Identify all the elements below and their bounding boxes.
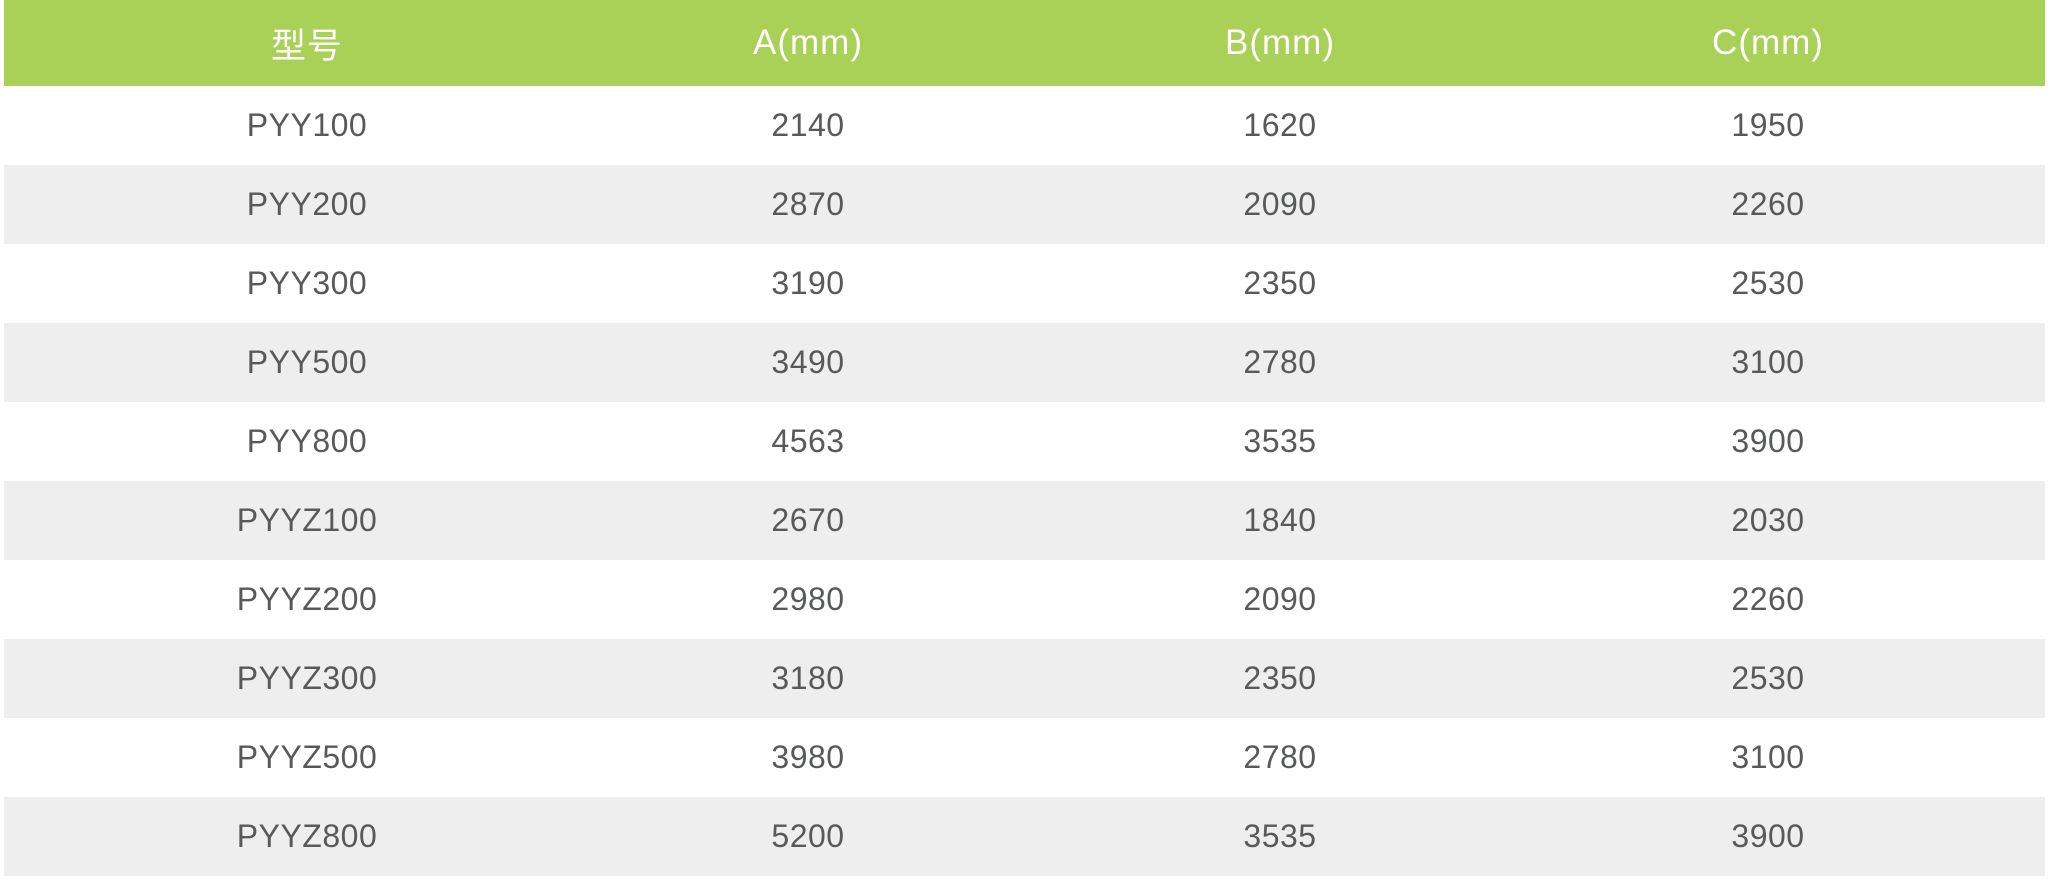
cell-a-mm: 2980 xyxy=(771,581,845,617)
cell-model: PYYZ800 xyxy=(236,818,378,854)
cell-model: PYYZ200 xyxy=(236,581,378,617)
cell-b-mm: 2350 xyxy=(1243,265,1317,301)
cell-b-mm: 2090 xyxy=(1243,581,1317,617)
cell-model: PYYZ500 xyxy=(236,739,378,775)
cell-a-mm: 2140 xyxy=(771,107,845,143)
cell-b-mm: 2780 xyxy=(1243,739,1317,775)
cell-model: PYYZ100 xyxy=(236,502,378,538)
table-row: PYYZ100 2670 1840 2030 xyxy=(4,481,2045,560)
cell-model: PYY800 xyxy=(246,423,368,459)
cell-a-mm: 4563 xyxy=(771,423,845,459)
cell-c-mm: 3100 xyxy=(1731,739,1805,775)
cell-b-mm: 3535 xyxy=(1243,423,1317,459)
column-header-a-mm: A(mm) xyxy=(753,23,863,62)
cell-b-mm: 2350 xyxy=(1243,660,1317,696)
cell-c-mm: 2260 xyxy=(1731,581,1805,617)
cell-a-mm: 5200 xyxy=(771,818,845,854)
table-body: PYY100 2140 1620 1950 PYY200 2870 2090 2260 PYY3… xyxy=(4,86,2045,876)
table-row: PYY300 3190 2350 2530 xyxy=(4,244,2045,323)
table-row: PYY800 4563 3535 3900 xyxy=(4,402,2045,481)
cell-model: PYY300 xyxy=(246,265,368,301)
cell-model: PYY200 xyxy=(246,186,368,222)
cell-model: PYY100 xyxy=(246,107,368,143)
column-header-c-mm: C(mm) xyxy=(1712,23,1824,62)
cell-a-mm: 3490 xyxy=(771,344,845,380)
cell-c-mm: 1950 xyxy=(1731,107,1805,143)
cell-a-mm: 2670 xyxy=(771,502,845,538)
table-header-row: 型号 A(mm) B(mm) C(mm) xyxy=(4,0,2045,86)
cell-c-mm: 3100 xyxy=(1731,344,1805,380)
column-header-model: 型号 xyxy=(270,26,343,66)
table-row: PYY200 2870 2090 2260 xyxy=(4,165,2045,244)
cell-a-mm: 2870 xyxy=(771,186,845,222)
table-row: PYY100 2140 1620 1950 xyxy=(4,86,2045,165)
table-row: PYYZ800 5200 3535 3900 xyxy=(4,797,2045,876)
column-header-b-mm: B(mm) xyxy=(1225,23,1335,62)
table-row: PYYZ200 2980 2090 2260 xyxy=(4,560,2045,639)
cell-b-mm: 2090 xyxy=(1243,186,1317,222)
cell-model: PYY500 xyxy=(246,344,368,380)
cell-c-mm: 2530 xyxy=(1731,660,1805,696)
cell-b-mm: 2780 xyxy=(1243,344,1317,380)
cell-a-mm: 3180 xyxy=(771,660,845,696)
cell-a-mm: 3190 xyxy=(771,265,845,301)
cell-b-mm: 1620 xyxy=(1243,107,1317,143)
cell-c-mm: 2260 xyxy=(1731,186,1805,222)
cell-c-mm: 2030 xyxy=(1731,502,1805,538)
table-row: PYY500 3490 2780 3100 xyxy=(4,323,2045,402)
cell-b-mm: 3535 xyxy=(1243,818,1317,854)
table-row: PYYZ300 3180 2350 2530 xyxy=(4,639,2045,718)
cell-model: PYYZ300 xyxy=(236,660,378,696)
cell-b-mm: 1840 xyxy=(1243,502,1317,538)
dimension-spec-table: 型号 A(mm) B(mm) C(mm) PYY100 2140 1620 1950 P… xyxy=(4,0,2045,876)
cell-a-mm: 3980 xyxy=(771,739,845,775)
table-row: PYYZ500 3980 2780 3100 xyxy=(4,718,2045,797)
cell-c-mm: 2530 xyxy=(1731,265,1805,301)
cell-c-mm: 3900 xyxy=(1731,818,1805,854)
cell-c-mm: 3900 xyxy=(1731,423,1805,459)
